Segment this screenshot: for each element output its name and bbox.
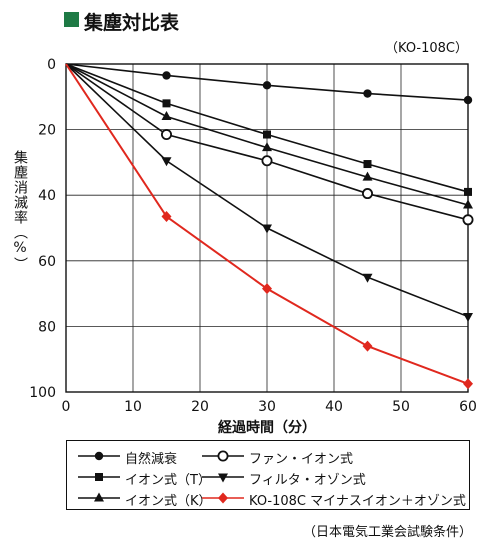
legend-marker — [218, 492, 228, 504]
x-tick-label: 10 — [124, 399, 142, 415]
data-point — [262, 142, 272, 152]
x-tick-label: 0 — [62, 399, 71, 415]
data-point — [462, 214, 474, 226]
legend-swatch — [202, 450, 244, 462]
legend-marker — [217, 450, 229, 462]
y-tick-label: 100 — [29, 385, 56, 401]
y-tick-label: 80 — [38, 319, 56, 335]
legend-label: ファン・イオン式 — [249, 452, 354, 467]
model-label: （KO-108C） — [385, 41, 468, 56]
y-tick-label: 60 — [38, 254, 56, 270]
legend-swatch — [202, 473, 244, 483]
data-point — [463, 378, 473, 390]
series-3 — [65, 63, 473, 209]
data-point — [463, 95, 473, 105]
legend-marker — [94, 451, 104, 461]
legend-swatch — [78, 451, 120, 461]
data-point — [162, 71, 171, 80]
data-point — [362, 340, 373, 352]
data-point — [261, 155, 273, 167]
legend-marker — [94, 492, 104, 502]
chart-area: 0 10 20 30 40 50 60 0 20 40 60 80 100 経過時間（分） — [29, 57, 477, 436]
legend-marker — [95, 473, 103, 481]
y-tick-label: 20 — [38, 123, 56, 139]
data-point — [263, 130, 271, 139]
data-point — [363, 89, 372, 98]
test-conditions-note: （日本電気工業会試験条件） — [302, 525, 472, 540]
legend-marker — [218, 473, 228, 483]
y-tick-label: 0 — [47, 57, 56, 73]
legend-label: イオン式（T） — [125, 473, 211, 488]
data-point — [161, 211, 172, 223]
data-point — [262, 283, 272, 295]
data-point — [162, 99, 171, 108]
legend-label: 自然減衰 — [125, 452, 178, 467]
title-marker — [64, 12, 79, 27]
data-point — [361, 188, 373, 200]
data-point — [262, 224, 272, 234]
x-tick-label: 40 — [325, 399, 343, 415]
data-point — [464, 187, 472, 196]
data-point — [463, 199, 473, 209]
x-tick-label: 30 — [258, 399, 276, 415]
data-point — [262, 81, 272, 90]
series-6 — [65, 63, 473, 390]
data-point — [161, 157, 172, 167]
legend-label: フィルタ・オゾン式 — [249, 473, 366, 488]
plot-frame — [65, 63, 469, 393]
series-2 — [65, 63, 472, 196]
data-point — [160, 129, 172, 141]
data-point — [161, 110, 172, 120]
y-axis-label: 集塵消滅率（%） — [12, 150, 28, 272]
series-4 — [65, 63, 474, 226]
chart-title: 集塵対比表 — [84, 12, 180, 34]
data-point — [363, 160, 372, 169]
legend-swatch — [202, 492, 244, 504]
legend-label: イオン式（K） — [125, 494, 212, 509]
legend-swatch — [78, 492, 120, 502]
legend-label: KO-108C マイナスイオン＋オゾン式 — [249, 494, 466, 509]
series-1 — [65, 63, 473, 105]
x-axis-label: 経過時間（分） — [218, 419, 316, 436]
x-tick-label: 50 — [392, 399, 410, 415]
y-tick-label: 40 — [38, 188, 56, 204]
legend-swatch — [78, 473, 120, 481]
data-point — [362, 273, 373, 283]
legend: 自然減衰イオン式（T） イオン式（K） ファン・イオン式 フィルタ・オゾン式 KO-10… — [66, 440, 470, 510]
x-tick-label: 20 — [191, 399, 209, 415]
data-point — [362, 171, 373, 181]
x-tick-label: 60 — [459, 399, 477, 415]
data-point — [463, 313, 473, 323]
series-5 — [65, 63, 473, 323]
